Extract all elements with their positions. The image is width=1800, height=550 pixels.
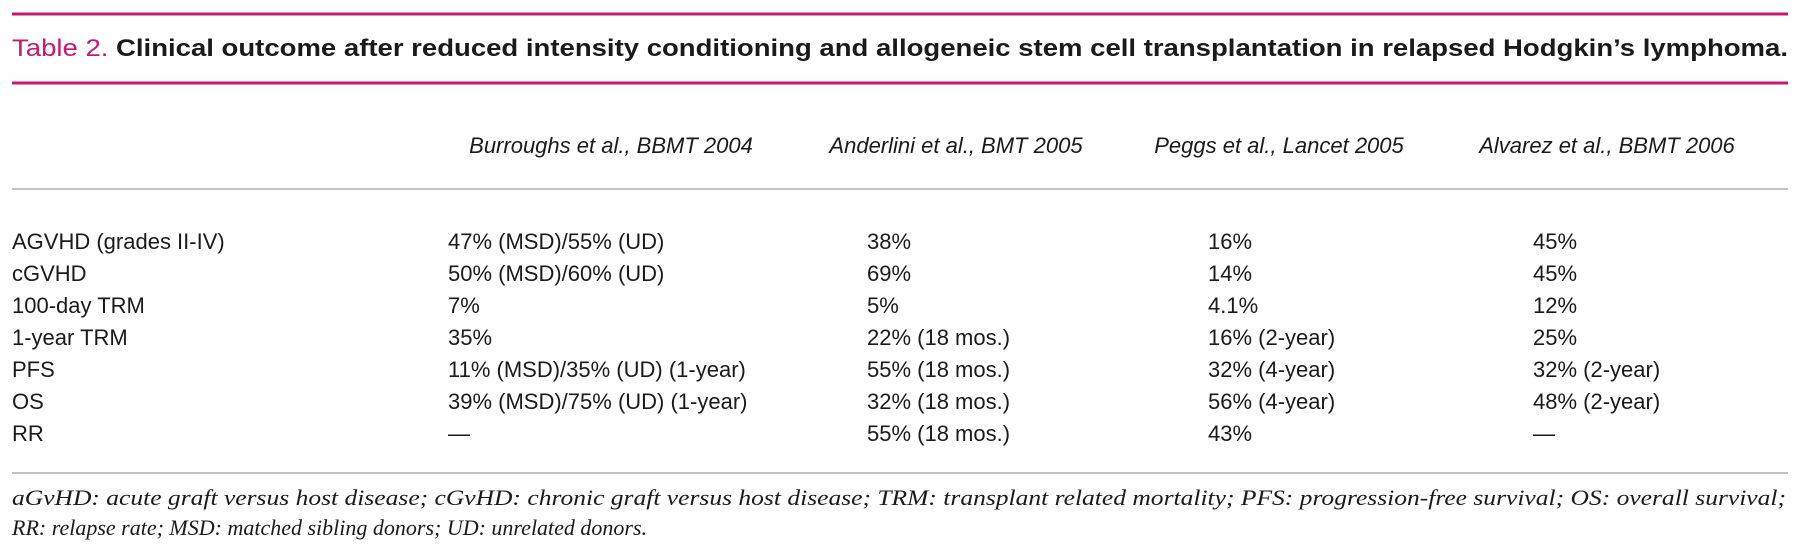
row-label: OS	[12, 389, 44, 414]
table-cell: —	[448, 421, 470, 446]
table-cell: 55% (18 mos.)	[867, 421, 1010, 446]
table-cell: 56% (4-year)	[1208, 389, 1335, 414]
table-cell: 39% (MSD)/75% (UD) (1-year)	[448, 389, 748, 414]
table-cell: 38%	[867, 229, 911, 254]
table-cell: 35%	[448, 325, 492, 350]
row-label: PFS	[12, 357, 55, 382]
table-cell: 11% (MSD)/35% (UD) (1-year)	[448, 357, 746, 382]
column-header: Alvarez et al., BBMT 2006	[1477, 133, 1735, 158]
row-label: 1-year TRM	[12, 325, 128, 350]
table-cell: 7%	[448, 293, 480, 318]
table-title: Table 2. Clinical outcome after reduced …	[12, 35, 1788, 62]
table-cell: 47% (MSD)/55% (UD)	[448, 229, 664, 254]
table-cell: 16% (2-year)	[1208, 325, 1335, 350]
table-cell: 45%	[1533, 229, 1577, 254]
table-cell: 50% (MSD)/60% (UD)	[448, 261, 664, 286]
table-cell: 32% (4-year)	[1208, 357, 1335, 382]
table-cell: 12%	[1533, 293, 1577, 318]
title-text: Clinical outcome after reduced intensity…	[116, 35, 1788, 62]
footnote: aGvHD: acute graft versus host disease; …	[12, 485, 1786, 510]
table-cell: —	[1533, 421, 1555, 446]
table-cell: 25%	[1533, 325, 1577, 350]
row-label: 100-day TRM	[12, 293, 145, 318]
row-label: cGVHD	[12, 261, 87, 286]
column-header: Peggs et al., Lancet 2005	[1154, 133, 1404, 158]
table-cell: 22% (18 mos.)	[867, 325, 1010, 350]
table-cell: 48% (2-year)	[1533, 389, 1660, 414]
table-cell: 32% (18 mos.)	[867, 389, 1010, 414]
table-cell: 14%	[1208, 261, 1252, 286]
table-cell: 45%	[1533, 261, 1577, 286]
column-header: Anderlini et al., BMT 2005	[827, 133, 1083, 158]
column-header: Burroughs et al., BBMT 2004	[469, 133, 753, 158]
table-cell: 4.1%	[1208, 293, 1258, 318]
table-cell: 43%	[1208, 421, 1252, 446]
table-cell: 16%	[1208, 229, 1252, 254]
footnote: RR: relapse rate; MSD: matched sibling d…	[11, 515, 647, 540]
row-label: RR	[12, 421, 44, 446]
table-cell: 5%	[867, 293, 899, 318]
table-cell: 32% (2-year)	[1533, 357, 1660, 382]
table-cell: 69%	[867, 261, 911, 286]
table-label: Table 2.	[12, 35, 108, 62]
table-cell: 55% (18 mos.)	[867, 357, 1010, 382]
row-label: AGVHD (grades II-IV)	[12, 229, 225, 254]
